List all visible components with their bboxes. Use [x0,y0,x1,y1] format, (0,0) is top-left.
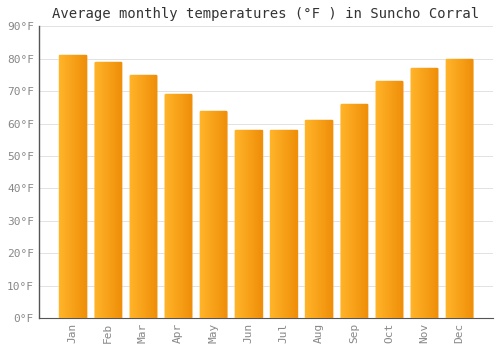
Bar [340,104,367,318]
Bar [270,130,296,318]
Bar [200,111,226,318]
Bar [94,62,121,318]
Bar [130,75,156,318]
Bar [411,68,438,318]
Bar [376,81,402,318]
Bar [60,55,86,318]
Bar [306,120,332,318]
Bar [165,94,191,318]
Title: Average monthly temperatures (°F ) in Suncho Corral: Average monthly temperatures (°F ) in Su… [52,7,480,21]
Bar [446,59,472,318]
Bar [235,130,262,318]
